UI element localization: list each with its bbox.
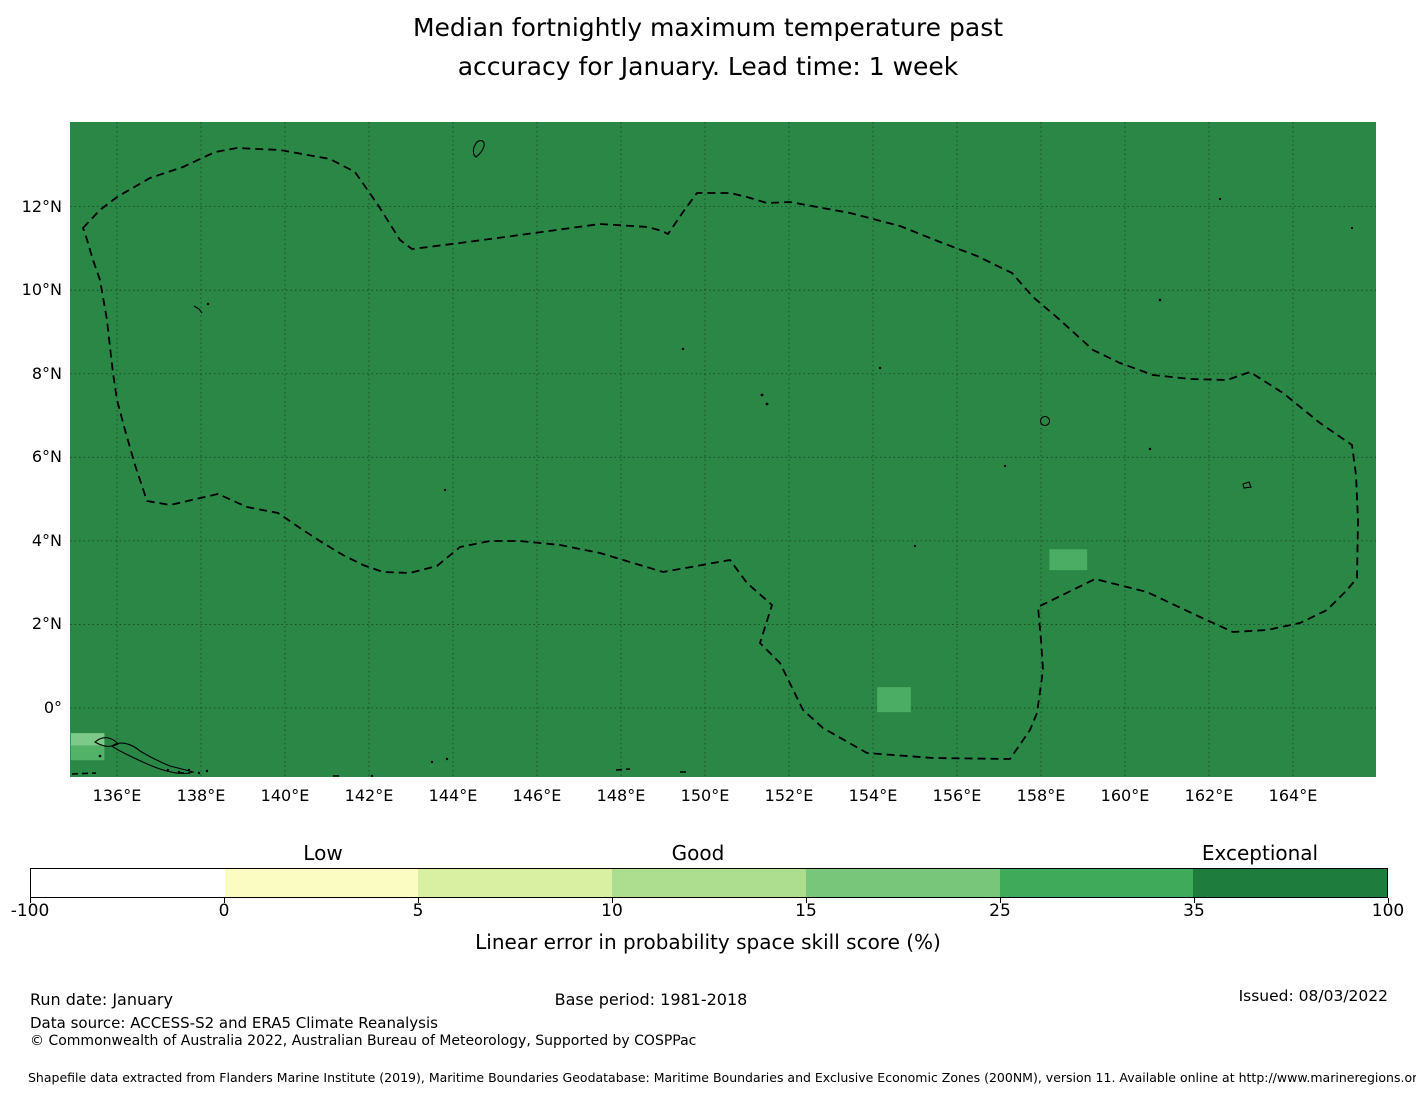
eez-boundary-coast-fragment <box>71 768 690 777</box>
atoll-speck <box>445 757 449 761</box>
colorbar-segment-15-to-25 <box>805 869 1000 897</box>
colorbar-tick <box>30 898 31 903</box>
skill-cell <box>877 687 911 713</box>
eez-boundaries <box>71 147 1359 777</box>
lon-tick-label: 158°E <box>1016 786 1066 805</box>
map-gridlines <box>70 122 1376 777</box>
atoll-speck <box>681 347 685 351</box>
colorbar-tick-label: 10 <box>601 901 623 921</box>
lon-tick-label: 156°E <box>932 786 982 805</box>
colorbar-tick-label: 100 <box>1371 901 1405 921</box>
island-guam-outline <box>472 140 485 158</box>
lat-tick-label: 0° <box>43 698 62 717</box>
lon-tick-label: 160°E <box>1100 786 1150 805</box>
colorbar-segment-25-to-35 <box>999 869 1194 897</box>
atoll-speck <box>1218 197 1222 201</box>
colorbar-tick-label: -100 <box>10 901 50 921</box>
atoll-speck <box>760 393 764 397</box>
chart-title-line1: Median fortnightly maximum temperature p… <box>412 13 1004 42</box>
colorbar-segment-5-to-10 <box>418 869 613 897</box>
atoll-speck <box>206 302 210 306</box>
atoll-speck <box>1350 226 1354 230</box>
lat-tick-label: 2°N <box>31 614 62 634</box>
colorbar-category-label-low: Low <box>303 841 343 865</box>
lat-tick-label: 6°N <box>31 447 62 467</box>
colorbar-segment-10-to-15 <box>612 869 806 897</box>
skill-cell <box>1049 549 1088 571</box>
issued-date-text: Issued: 08/03/2022 <box>1238 987 1388 1005</box>
colorbar-tick-label: 15 <box>795 901 817 921</box>
atoll-speck <box>878 366 882 370</box>
atoll-speck <box>430 760 434 764</box>
lat-tick-label: 4°N <box>31 530 62 550</box>
colorbar-tick <box>806 898 807 903</box>
island-speck <box>187 768 191 772</box>
lon-tick-label: 154°E <box>848 786 898 805</box>
island-speck <box>205 769 209 773</box>
colorbar-caption: Linear error in probability space skill … <box>475 930 941 954</box>
atoll-speck <box>913 544 917 548</box>
lat-tick-label: 8°N <box>31 363 62 383</box>
lon-tick-label: 142°E <box>344 786 394 805</box>
lon-tick-label: 148°E <box>596 786 646 805</box>
colorbar-tick <box>224 898 225 903</box>
lon-tick-label: 140°E <box>260 786 310 805</box>
skill-cell <box>70 745 105 761</box>
eez-boundary-main <box>81 147 1359 760</box>
island-speck <box>197 771 201 775</box>
copyright-text: © Commonwealth of Australia 2022, Austra… <box>30 1033 697 1049</box>
colorbar-segment--100-to-0 <box>31 869 225 897</box>
chart-title: Median fortnightly maximum temperature p… <box>0 8 1416 86</box>
island-yap-outline <box>193 305 203 314</box>
colorbar-tick <box>1388 898 1389 903</box>
data-source-text: Data source: ACCESS-S2 and ERA5 Climate … <box>30 1014 438 1032</box>
lon-tick-label: 146°E <box>512 786 562 805</box>
lon-tick-label: 138°E <box>176 786 226 805</box>
colorbar-tick-label: 0 <box>218 901 230 921</box>
shapefile-note-text: Shapefile data extracted from Flanders M… <box>28 1070 1416 1085</box>
atoll-speck <box>1148 447 1152 451</box>
atoll-speck <box>1003 464 1007 468</box>
skill-highlight-cells <box>70 549 1088 761</box>
colorbar-tick-label: 25 <box>989 901 1011 921</box>
colorbar-tick <box>1194 898 1195 903</box>
island-speck <box>166 768 170 772</box>
lon-tick-label: 136°E <box>92 786 142 805</box>
lon-tick-label: 164°E <box>1268 786 1318 805</box>
map-plot-area <box>70 122 1376 777</box>
base-period-text: Base period: 1981-2018 <box>554 990 748 1009</box>
run-date-text: Run date: January <box>30 990 173 1009</box>
island-speck <box>98 754 102 758</box>
colorbar-segment-35-to-100 <box>1193 869 1388 897</box>
island-outlines <box>94 140 1354 777</box>
map-background <box>70 122 1376 777</box>
lat-tick-label: 10°N <box>21 280 62 300</box>
colorbar-bar <box>30 868 1388 898</box>
colorbar-category-label-exceptional: Exceptional <box>1201 841 1319 865</box>
colorbar-tick-label: 35 <box>1183 901 1205 921</box>
atoll-speck <box>1158 298 1162 302</box>
island-kosrae-outline <box>1242 481 1252 489</box>
colorbar-tick <box>418 898 419 903</box>
lon-tick-label: 144°E <box>428 786 478 805</box>
lon-tick-label: 150°E <box>680 786 730 805</box>
colorbar-tick <box>612 898 613 903</box>
colorbar-segment-0-to-5 <box>224 869 419 897</box>
colorbar-tick <box>1000 898 1001 903</box>
lat-tick-label: 12°N <box>21 196 62 216</box>
chart-title-line2: accuracy for January. Lead time: 1 week <box>457 52 959 81</box>
atoll-speck <box>765 402 769 406</box>
island-new-guinea-outline <box>94 737 195 774</box>
atoll-speck <box>443 488 447 492</box>
atoll-speck <box>370 774 374 777</box>
lon-tick-label: 152°E <box>764 786 814 805</box>
island-pohnpei-outline <box>1039 415 1051 427</box>
colorbar-category-label-good: Good <box>671 841 725 865</box>
lon-tick-label: 162°E <box>1184 786 1234 805</box>
colorbar-tick-label: 5 <box>412 901 424 921</box>
